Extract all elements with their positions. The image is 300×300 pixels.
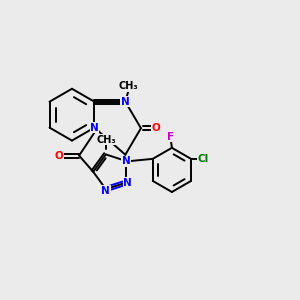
Text: N: N bbox=[123, 178, 132, 188]
Text: CH₃: CH₃ bbox=[96, 135, 116, 145]
Text: N: N bbox=[121, 97, 130, 107]
Text: O: O bbox=[152, 123, 161, 133]
Text: Cl: Cl bbox=[198, 154, 209, 164]
Text: N: N bbox=[90, 123, 99, 133]
Text: F: F bbox=[167, 132, 174, 142]
Text: N: N bbox=[101, 186, 110, 196]
Text: CH₃: CH₃ bbox=[118, 81, 138, 92]
Text: O: O bbox=[54, 151, 63, 160]
Text: N: N bbox=[122, 156, 130, 166]
